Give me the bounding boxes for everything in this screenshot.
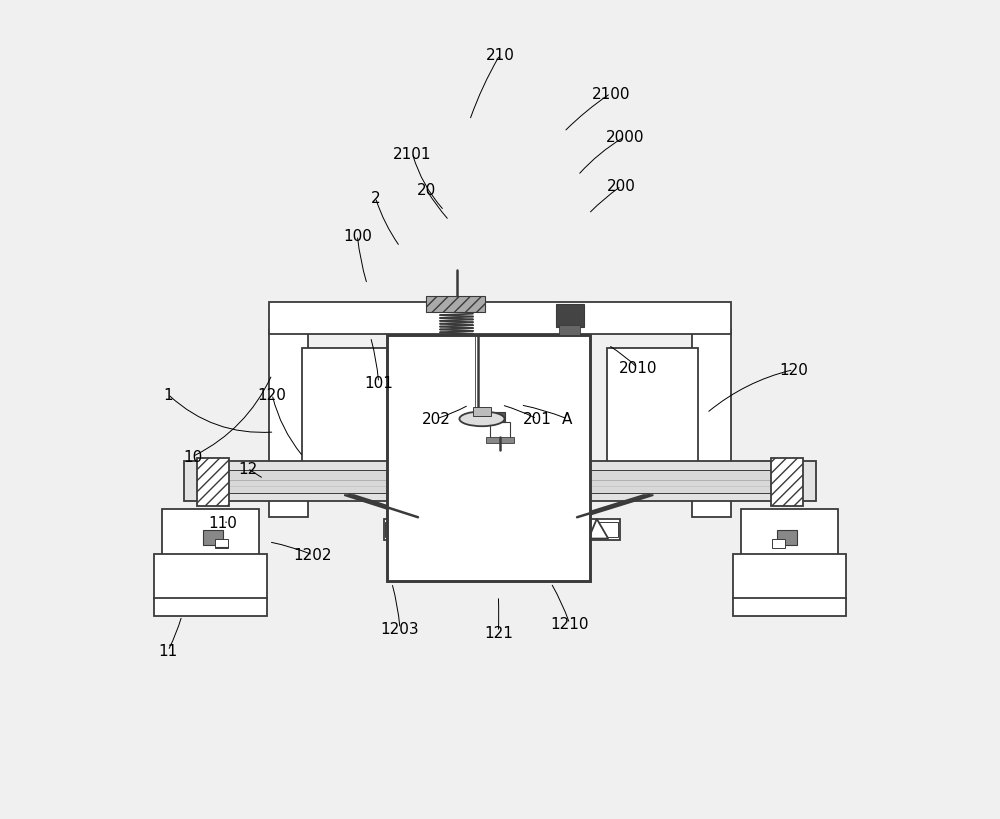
- Bar: [154, 598, 267, 616]
- Text: 11: 11: [158, 644, 178, 658]
- Text: A: A: [562, 412, 572, 427]
- Bar: [495, 413, 505, 423]
- Text: 2000: 2000: [605, 130, 644, 145]
- Ellipse shape: [459, 412, 505, 427]
- Bar: [595, 523, 618, 537]
- Text: 10: 10: [183, 450, 202, 464]
- Bar: [384, 519, 620, 541]
- Text: 1: 1: [163, 387, 173, 402]
- Text: 2100: 2100: [591, 87, 630, 102]
- Text: 202: 202: [422, 412, 450, 427]
- Text: 210: 210: [486, 48, 514, 63]
- Bar: [154, 554, 267, 600]
- Text: 121: 121: [484, 625, 513, 640]
- Text: 201: 201: [522, 412, 551, 427]
- Polygon shape: [344, 495, 423, 518]
- Bar: [733, 598, 846, 616]
- Bar: [211, 470, 789, 493]
- Text: 120: 120: [258, 387, 286, 402]
- Bar: [490, 423, 510, 441]
- Bar: [203, 531, 223, 545]
- Bar: [426, 296, 485, 313]
- Polygon shape: [392, 519, 415, 539]
- Bar: [473, 408, 491, 416]
- Bar: [385, 523, 408, 537]
- Polygon shape: [589, 519, 608, 539]
- Text: 2: 2: [371, 191, 380, 206]
- Bar: [607, 348, 698, 479]
- Text: 1202: 1202: [294, 548, 332, 563]
- Text: 120: 120: [779, 363, 808, 378]
- Text: 200: 200: [607, 179, 636, 194]
- Text: 1210: 1210: [550, 617, 589, 631]
- Text: 100: 100: [343, 229, 372, 243]
- Text: 110: 110: [208, 515, 237, 530]
- Bar: [302, 348, 393, 479]
- Bar: [771, 459, 803, 506]
- Bar: [387, 336, 590, 581]
- Bar: [162, 509, 259, 557]
- Text: 101: 101: [364, 376, 393, 391]
- Bar: [772, 539, 785, 549]
- Bar: [269, 303, 731, 334]
- Bar: [184, 462, 816, 501]
- Bar: [559, 326, 580, 336]
- Text: 20: 20: [417, 183, 436, 197]
- Bar: [733, 554, 846, 600]
- Text: 2010: 2010: [619, 361, 657, 376]
- Text: 12: 12: [238, 461, 257, 476]
- Bar: [215, 539, 228, 549]
- Bar: [269, 331, 308, 518]
- Bar: [556, 305, 584, 328]
- Bar: [741, 509, 838, 557]
- Bar: [486, 437, 514, 444]
- Polygon shape: [572, 495, 653, 518]
- Bar: [692, 331, 731, 518]
- Text: 1203: 1203: [381, 622, 419, 636]
- Bar: [197, 459, 229, 506]
- Text: 2101: 2101: [393, 147, 432, 161]
- Bar: [777, 531, 797, 545]
